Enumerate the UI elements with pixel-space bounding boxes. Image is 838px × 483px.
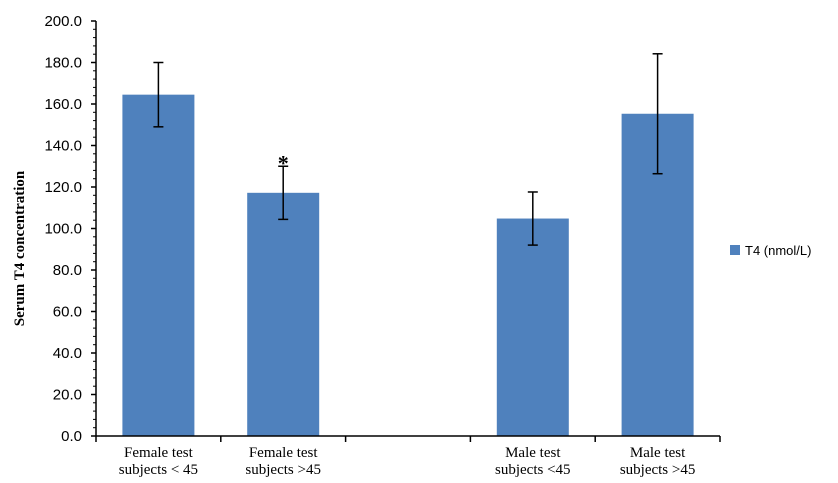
bar	[122, 94, 195, 436]
y-tick-label: 80.0	[53, 262, 82, 279]
y-axis-label: Serum T4 concentration	[12, 170, 28, 326]
legend-swatch	[730, 245, 740, 255]
x-axis	[95, 435, 721, 442]
y-tick-label: 140.0	[44, 138, 82, 155]
y-tick-label: 60.0	[53, 304, 82, 321]
y-tick-label: 180.0	[44, 55, 82, 72]
y-tick-label: 0.0	[61, 428, 82, 445]
x-category-label: subjects >45	[620, 462, 696, 478]
error-bars	[153, 53, 663, 246]
y-tick-label: 100.0	[44, 221, 82, 238]
x-category-label: Female test	[124, 445, 194, 461]
y-tick-label: 200.0	[44, 13, 82, 30]
x-category-label: subjects >45	[245, 462, 321, 478]
legend-label: T4 (nmol/L)	[745, 243, 811, 258]
annotations: *	[278, 150, 289, 175]
x-category-label: Male test	[630, 445, 686, 461]
y-tick-label: 40.0	[53, 345, 82, 362]
y-tick-label: 20.0	[53, 387, 82, 404]
bar	[496, 218, 569, 436]
y-tick-label: 120.0	[44, 179, 82, 196]
y-tick-labels: 0.0 20.0 40.0 60.0 80.0 100.0 120.0 140.0 160.0 1…	[44, 13, 82, 445]
significance-marker: *	[278, 150, 289, 175]
bars	[122, 94, 694, 436]
legend: T4 (nmol/L)	[730, 243, 811, 258]
x-category-label: subjects <45	[495, 462, 571, 478]
x-category-label: Male test	[505, 445, 561, 461]
x-category-label: Female test	[249, 445, 319, 461]
y-tick-label: 160.0	[44, 96, 82, 113]
bar	[247, 192, 320, 436]
x-category-label: subjects < 45	[119, 462, 198, 478]
y-axis	[91, 20, 97, 437]
